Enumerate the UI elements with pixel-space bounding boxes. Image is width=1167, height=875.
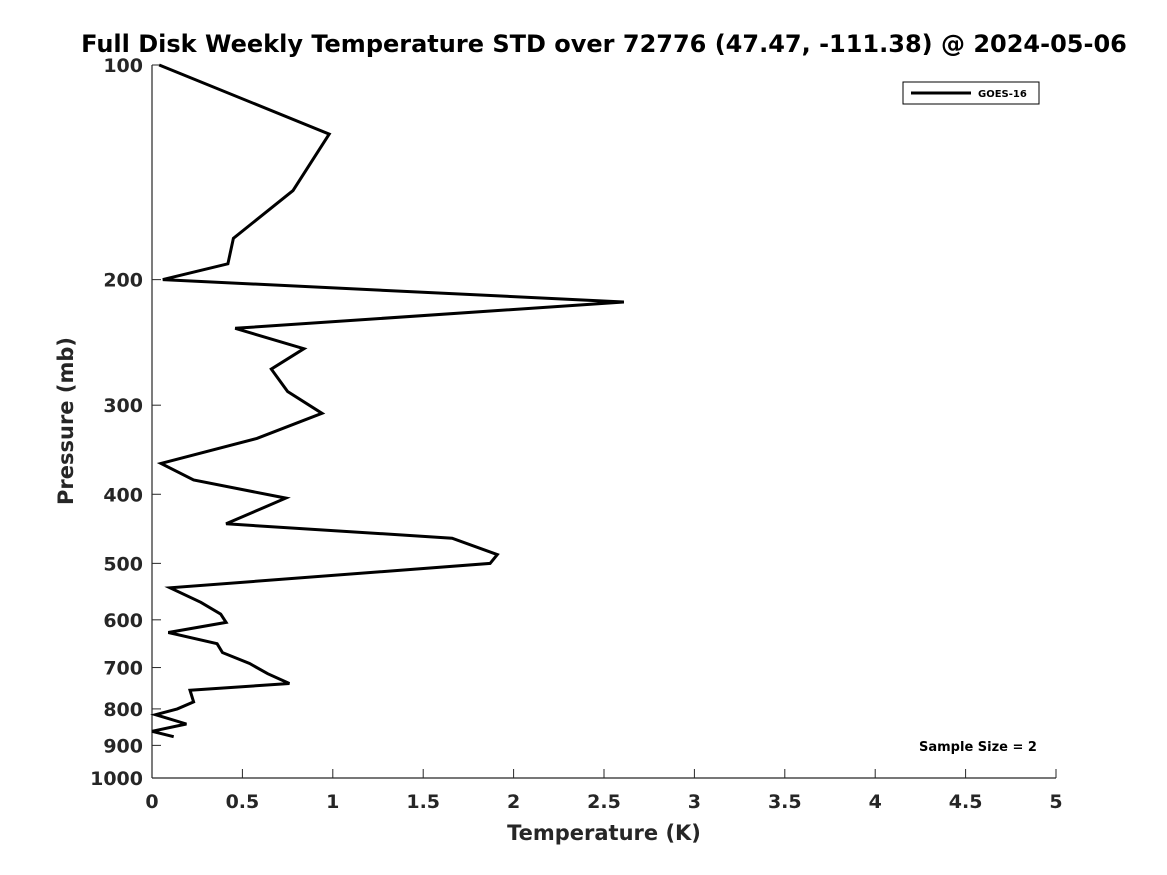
x-tick-label: 3.5 xyxy=(768,791,802,813)
x-tick-label: 2 xyxy=(507,791,520,813)
x-tick-label: 2.5 xyxy=(587,791,621,813)
legend: GOES-16 xyxy=(902,81,1040,105)
axes xyxy=(151,65,1056,779)
x-tick-label: 4 xyxy=(869,791,882,813)
x-tick-label: 5 xyxy=(1049,791,1062,813)
y-tick-label: 300 xyxy=(103,395,143,417)
x-tick-label: 3 xyxy=(688,791,701,813)
x-axis-label: Temperature (K) xyxy=(507,821,701,845)
y-tick-label: 500 xyxy=(103,553,143,575)
y-tick-label: 1000 xyxy=(90,768,143,790)
y-tick-label: 700 xyxy=(103,658,143,680)
x-tick-label: 4.5 xyxy=(949,791,983,813)
chart-title: Full Disk Weekly Temperature STD over 72… xyxy=(81,30,1127,58)
y-tick-label: 900 xyxy=(103,735,143,757)
ticks: 0 0.5 1 1.5 2 2.5 3 3.5 4 4.5 5 100 200 300 400 500 600 7… xyxy=(90,55,1063,813)
y-tick-label: 600 xyxy=(103,610,143,632)
x-tick-label: 1.5 xyxy=(406,791,440,813)
y-tick-label: 100 xyxy=(103,55,143,77)
x-tick-label: 0.5 xyxy=(226,791,260,813)
y-tick-label: 800 xyxy=(103,699,143,721)
x-tick-label: 1 xyxy=(326,791,339,813)
legend-label: GOES-16 xyxy=(978,89,1027,100)
series-line xyxy=(150,63,625,739)
series-layer xyxy=(150,63,625,739)
y-axis-label: Pressure (mb) xyxy=(54,337,78,505)
y-tick-label: 200 xyxy=(103,270,143,292)
sample-size-note: Sample Size = 2 xyxy=(919,740,1037,755)
y-tick-label: 400 xyxy=(103,484,143,506)
x-tick-label: 0 xyxy=(145,791,158,813)
